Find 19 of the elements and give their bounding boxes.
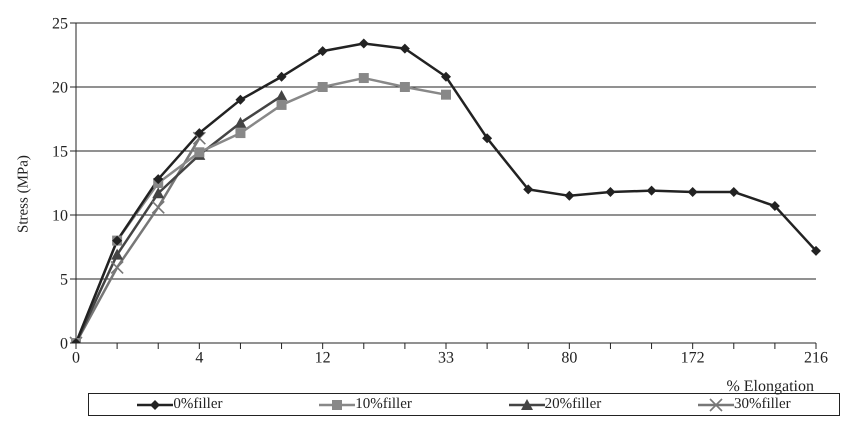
legend-label: 30%filler (734, 396, 791, 413)
y-tick-label: 0 (60, 336, 68, 353)
y-tick-label: 5 (60, 272, 68, 289)
legend-label: 10%filler (355, 396, 412, 413)
x-tick-label: 4 (195, 349, 204, 366)
x-tick-label: 0 (72, 349, 80, 366)
y-tick-label: 20 (52, 80, 68, 97)
x-tick-label: 172 (680, 349, 705, 366)
x-tick-label: 80 (561, 349, 578, 366)
x-axis-title: % Elongation (726, 378, 814, 395)
y-tick-label: 10 (52, 208, 68, 225)
x-tick-label: 216 (804, 349, 828, 366)
x-tick-label: 33 (438, 349, 454, 366)
x-tick-label: 12 (314, 349, 331, 366)
y-tick-label: 25 (52, 16, 68, 33)
y-tick-label: 15 (52, 144, 68, 161)
legend-label: 0%filler (173, 396, 223, 413)
y-axis-title: Stress (MPa) (15, 155, 32, 233)
legend-label: 20%filler (544, 396, 602, 413)
